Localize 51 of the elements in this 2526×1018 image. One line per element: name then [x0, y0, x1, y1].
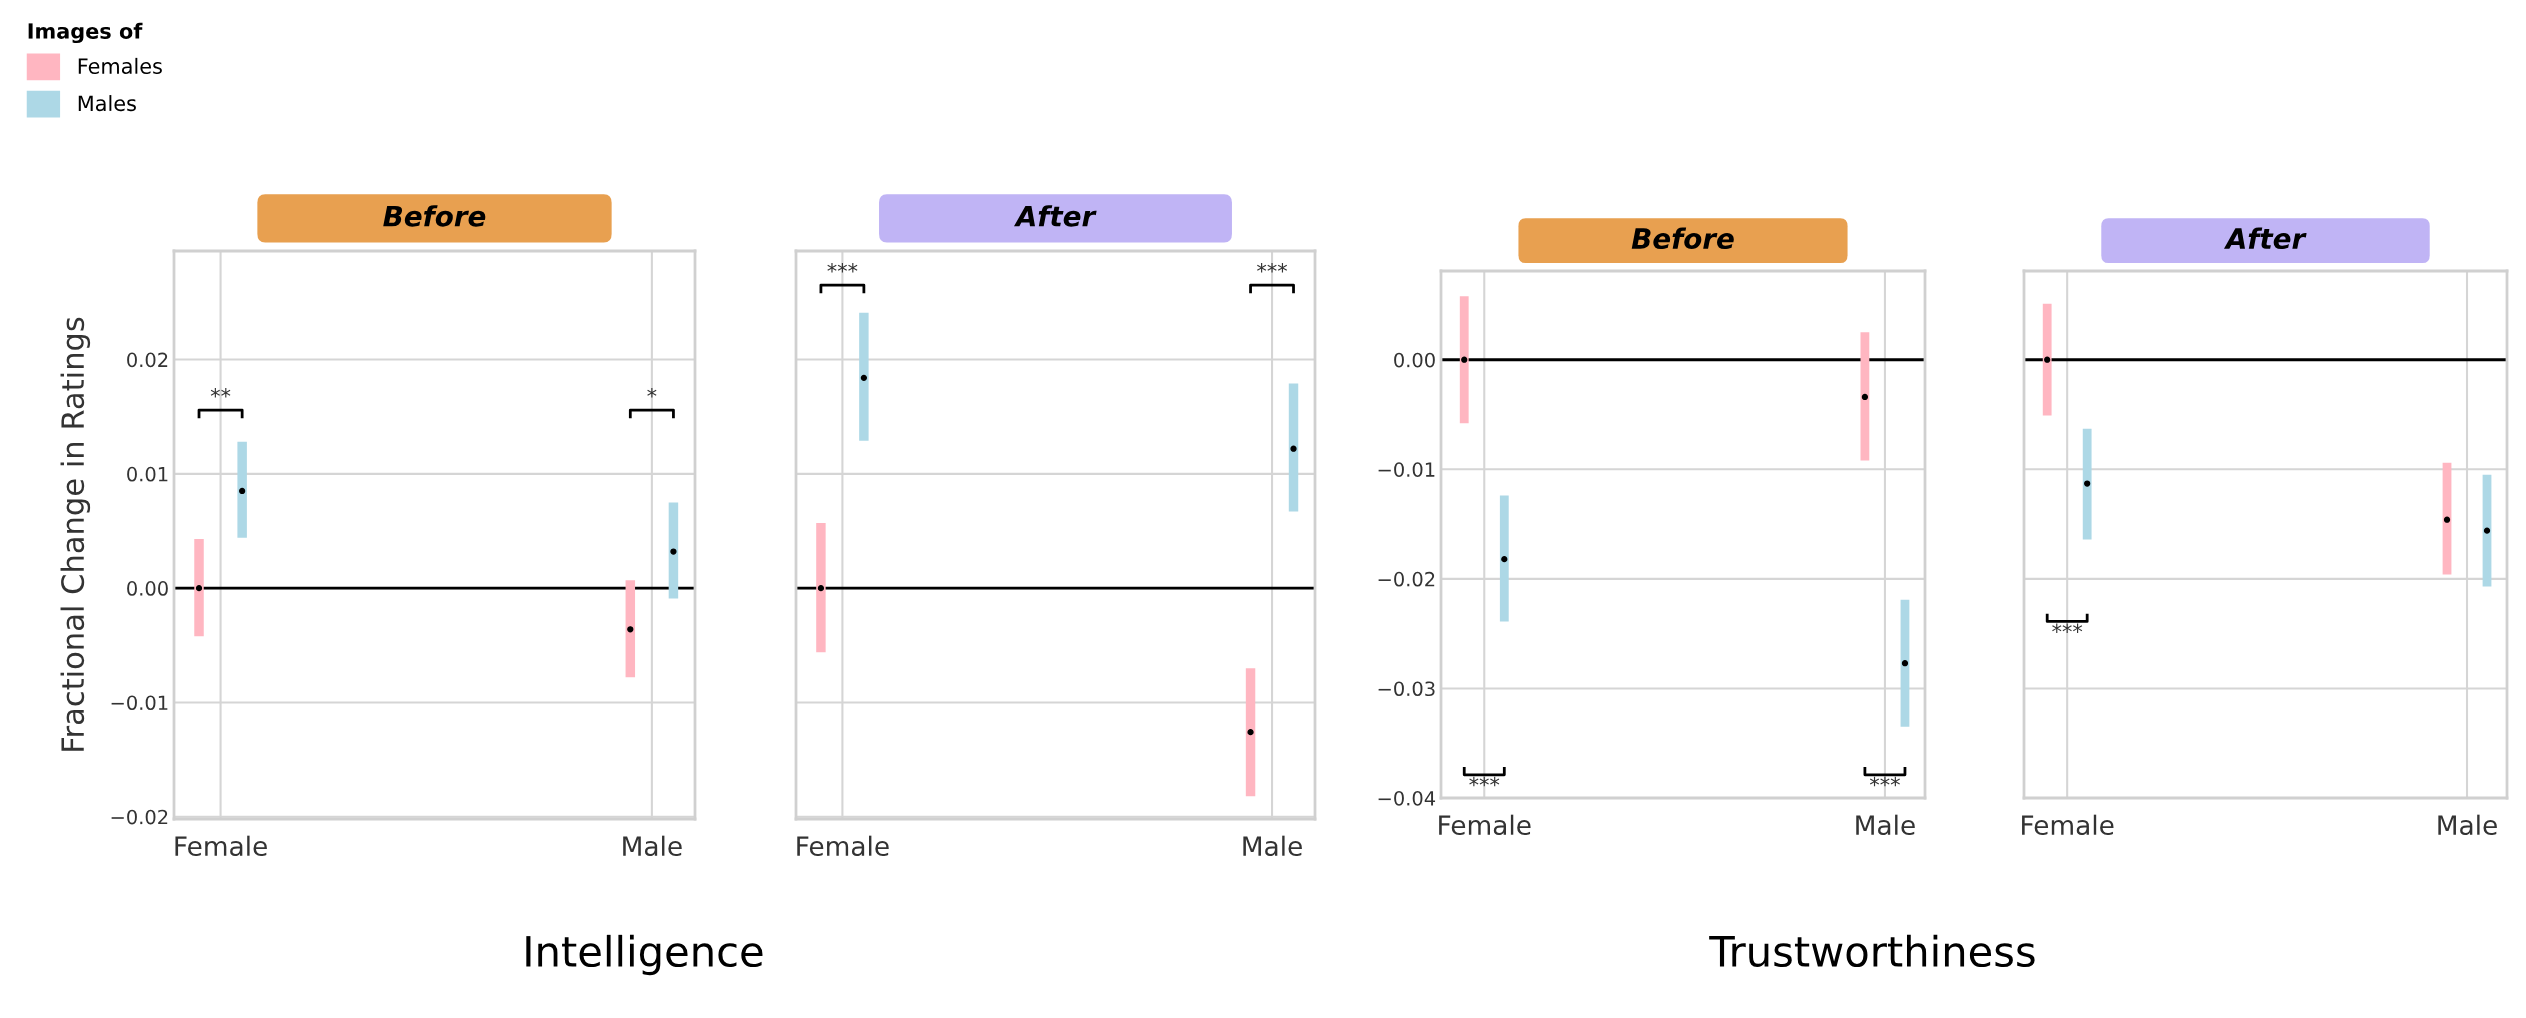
- chart-title: Before: [383, 205, 486, 227]
- annotation: ***: [2052, 623, 2083, 633]
- bar: [194, 539, 204, 637]
- annotation: ***: [1469, 776, 1500, 787]
- y-tick-label: −0.02: [111, 809, 168, 825]
- bar: [1288, 383, 1299, 512]
- x-tick-label: Female: [2022, 814, 2114, 836]
- x-tick-label: Male: [2438, 814, 2497, 836]
- text: Intelligence: [526, 934, 763, 976]
- y-tick-label: −0.02: [1378, 571, 1435, 587]
- y-tick-label: 0.02: [127, 352, 168, 368]
- annotation: ***: [827, 263, 858, 273]
- legend-title: Images of: [28, 22, 143, 44]
- x-tick-label: Female: [797, 835, 889, 857]
- bar: [2442, 462, 2452, 575]
- bar: [1499, 495, 1509, 622]
- legend-label: Males: [78, 95, 136, 112]
- x-tick-label: Male: [1243, 835, 1302, 857]
- bar: [2482, 474, 2492, 587]
- legend-label: Females: [78, 57, 162, 74]
- bar: [816, 523, 826, 653]
- annotation: ***: [1257, 263, 1288, 273]
- y-tick-label: −0.03: [1378, 681, 1435, 697]
- bar: [2082, 428, 2092, 540]
- bar: [1245, 668, 1256, 797]
- chart-title: After: [1014, 205, 1097, 227]
- bar: [1860, 332, 1870, 461]
- bar: [2042, 303, 2052, 416]
- x-tick-label: Male: [1856, 814, 1915, 836]
- y-axis-title: Fractional Change in Ratings: [60, 317, 91, 751]
- y-tick-label: 0.00: [1394, 352, 1435, 368]
- y-tick-label: 0.01: [127, 466, 168, 482]
- x-tick-label: Female: [175, 835, 267, 857]
- y-tick-label: −0.04: [1378, 790, 1436, 806]
- annotation: *: [647, 387, 657, 398]
- chart-title: After: [2224, 227, 2307, 250]
- bar: [237, 441, 247, 538]
- chart-title: Before: [1631, 227, 1734, 250]
- x-tick-label: Female: [1439, 814, 1531, 836]
- bar: [668, 502, 679, 599]
- y-tick-label: −0.01: [1378, 462, 1435, 477]
- text: Trustworthiness: [1709, 934, 2035, 968]
- annotation: ***: [1869, 776, 1900, 787]
- bar: [625, 580, 636, 678]
- x-tick-label: Male: [623, 835, 682, 857]
- y-tick-label: 0.00: [127, 581, 168, 596]
- bar: [859, 312, 869, 441]
- bar: [1459, 296, 1469, 424]
- y-tick-label: −0.01: [111, 695, 168, 711]
- annotation: **: [210, 387, 231, 398]
- bar: [1900, 599, 1910, 727]
